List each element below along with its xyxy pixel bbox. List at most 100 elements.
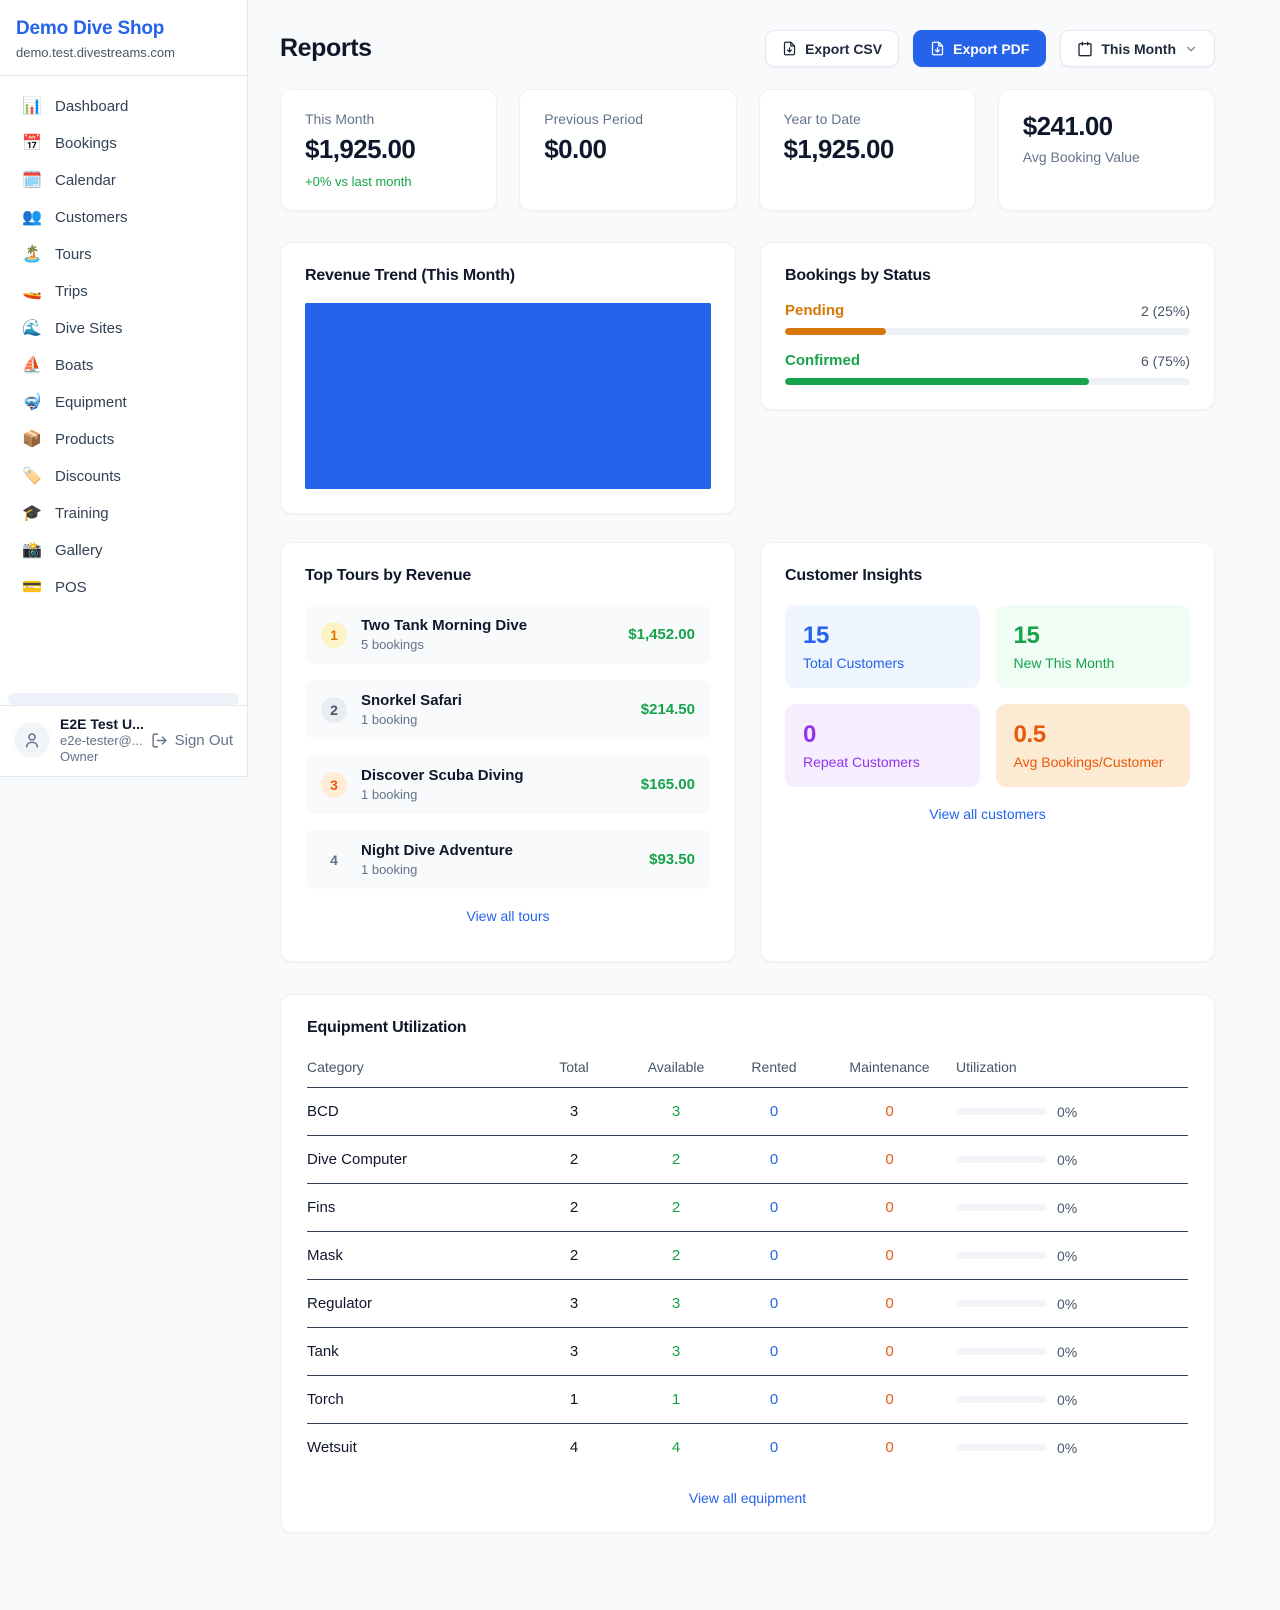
- utilization-percent: 0%: [1057, 1295, 1078, 1312]
- user-name: E2E Test U...: [60, 716, 144, 732]
- cell-total: 2: [521, 1183, 627, 1232]
- tour-name: Snorkel Safari: [361, 692, 462, 709]
- diving-mask-icon: 🤿: [22, 393, 42, 411]
- sidebar-item-label: Dashboard: [55, 98, 129, 115]
- insight-label: Avg Bookings/Customer: [1013, 754, 1164, 770]
- top-tours-title: Top Tours by Revenue: [305, 567, 472, 584]
- sign-out-button[interactable]: Sign Out: [151, 732, 233, 749]
- sidebar-item-training[interactable]: 🎓 Training: [8, 495, 239, 532]
- sidebar-item-equipment[interactable]: 🤿 Equipment: [8, 384, 239, 421]
- sidebar: Demo Dive Shop demo.test.divestreams.com…: [0, 0, 248, 777]
- sidebar-item-label: Bookings: [55, 135, 117, 152]
- user-email: e2e-tester@...: [60, 733, 143, 748]
- cell-total: 3: [521, 1327, 627, 1376]
- user-avatar-icon: [14, 722, 50, 758]
- sidebar-item-dive-sites[interactable]: 🌊 Dive Sites: [8, 310, 239, 347]
- sidebar-item-label: Products: [55, 431, 115, 448]
- bar-chart-icon: 📊: [22, 97, 42, 115]
- utilization-bar-track: [956, 1252, 1046, 1259]
- cell-total: 2: [521, 1135, 627, 1184]
- sidebar-item-label: Trips: [55, 283, 88, 300]
- customer-insights-card: Customer Insights 15 Total Customers 15 New…: [760, 542, 1215, 962]
- view-all-tours-link[interactable]: View all tours: [466, 908, 550, 924]
- view-all-customers-link[interactable]: View all customers: [929, 806, 1046, 822]
- page-header: Reports Export CSV Export PDF This Month: [280, 30, 1215, 67]
- wave-icon: 🌊: [22, 319, 42, 337]
- utilization-bar-track: [956, 1204, 1046, 1211]
- cell-rented: 0: [769, 1439, 779, 1456]
- status-row-pending: Pending 2 (25%): [785, 302, 1190, 335]
- cell-category: BCD: [307, 1087, 521, 1136]
- stat-value: $241.00: [1022, 111, 1113, 141]
- sidebar-item-label: Customers: [55, 209, 128, 226]
- sidebar-item-pos[interactable]: 💳 POS: [8, 569, 239, 606]
- cell-total: 4: [569, 1439, 579, 1456]
- cell-maintenance: 0: [823, 1327, 956, 1376]
- tour-info: Snorkel Safari 1 booking: [361, 692, 462, 727]
- cell-utilization: 0%: [956, 1327, 1188, 1376]
- tour-info: Night Dive Adventure 1 booking: [361, 842, 513, 877]
- cell-rented: 0: [725, 1087, 823, 1136]
- sidebar-item-boats[interactable]: ⛵ Boats: [8, 347, 239, 384]
- sidebar-item-discounts[interactable]: 🏷️ Discounts: [8, 458, 239, 495]
- sidebar-item-tours[interactable]: 🏝️ Tours: [8, 236, 239, 273]
- period-select[interactable]: This Month: [1060, 30, 1215, 67]
- revenue-trend-title: Revenue Trend (This Month): [305, 267, 515, 284]
- stat-card-3: Year to Date $1,925.00: [758, 89, 976, 211]
- stats-grid: This Month $1,925.00 +0% vs last month Prev…: [280, 89, 1215, 211]
- export-csv-label: Export CSV: [805, 40, 883, 57]
- file-download-icon: [930, 41, 945, 56]
- stat-value: $1,925.00: [783, 134, 895, 164]
- sidebar-item-gallery[interactable]: 📸 Gallery: [8, 532, 239, 569]
- insight-tile-2: 15 New This Month: [995, 605, 1190, 688]
- bookings-by-status-title: Bookings by Status: [785, 267, 931, 284]
- cell-maintenance: 0: [823, 1375, 956, 1424]
- table-row: Regulator 3 3 0 0 0%: [307, 1279, 1188, 1328]
- top-tours-card: Top Tours by Revenue 1 Two Tank Morning D…: [280, 542, 736, 962]
- sidebar-item-calendar[interactable]: 🗓️ Calendar: [8, 162, 239, 199]
- island-icon: 🏝️: [22, 245, 42, 263]
- tour-revenue: $214.50: [640, 701, 695, 718]
- sidebar-item-bookings[interactable]: 📅 Bookings: [8, 125, 239, 162]
- insight-label: Repeat Customers: [803, 754, 920, 770]
- export-csv-button[interactable]: Export CSV: [765, 30, 900, 67]
- sidebar-item-label: Tours: [55, 246, 92, 263]
- cell-utilization: 0%: [956, 1087, 1188, 1136]
- insight-label: New This Month: [1013, 655, 1115, 671]
- column-header: Maintenance: [823, 1051, 956, 1088]
- utilization-bar-track: [956, 1108, 1046, 1115]
- utilization-bar-track: [956, 1444, 1046, 1451]
- sidebar-item-label: Discounts: [55, 468, 121, 485]
- view-all-equipment-link[interactable]: View all equipment: [688, 1490, 807, 1506]
- sidebar-item-label: POS: [55, 579, 87, 596]
- status-row-confirmed: Confirmed 6 (75%): [785, 352, 1190, 385]
- status-progress-fill: [785, 378, 1089, 385]
- sidebar-item-products[interactable]: 📦 Products: [8, 421, 239, 458]
- tour-revenue: $93.50: [649, 851, 695, 868]
- cell-rented: 0: [725, 1231, 823, 1280]
- cell-available: 3: [627, 1327, 725, 1376]
- stat-label: This Month: [305, 111, 375, 127]
- sidebar-item-trips[interactable]: 🚤 Trips: [8, 273, 239, 310]
- table-row: Tank 3 3 0 0 0%: [307, 1327, 1188, 1376]
- sidebar-item-customers[interactable]: 👥 Customers: [8, 199, 239, 236]
- cell-utilization: 0%: [956, 1375, 1188, 1424]
- tour-bookings-count: 1 booking: [361, 787, 418, 802]
- cell-maintenance: 0: [823, 1135, 956, 1184]
- insight-value: 0: [803, 721, 816, 748]
- sidebar-item-label: Boats: [55, 357, 94, 374]
- insight-tile-1: 15 Total Customers: [785, 605, 980, 688]
- equipment-table: Category Total Available Rented Maintenance U…: [307, 1051, 1188, 1471]
- user-meta: E2E Test U... e2e-tester@... Owner: [60, 716, 144, 764]
- insight-tile-4: 0.5 Avg Bookings/Customer: [995, 704, 1190, 787]
- column-header: Available: [627, 1051, 725, 1088]
- utilization-percent: 0%: [1057, 1103, 1078, 1120]
- camera-flash-icon: 📸: [22, 541, 42, 559]
- cell-category: Mask: [307, 1231, 521, 1280]
- cell-category: Tank: [307, 1327, 521, 1376]
- export-pdf-button[interactable]: Export PDF: [913, 30, 1047, 67]
- sidebar-item-dashboard[interactable]: 📊 Dashboard: [8, 88, 239, 125]
- tour-rank-badge: 2: [321, 696, 347, 723]
- bookings-by-status-card: Bookings by Status Pending 2 (25%) Confirm…: [760, 242, 1215, 410]
- cell-maintenance: 0: [823, 1231, 956, 1280]
